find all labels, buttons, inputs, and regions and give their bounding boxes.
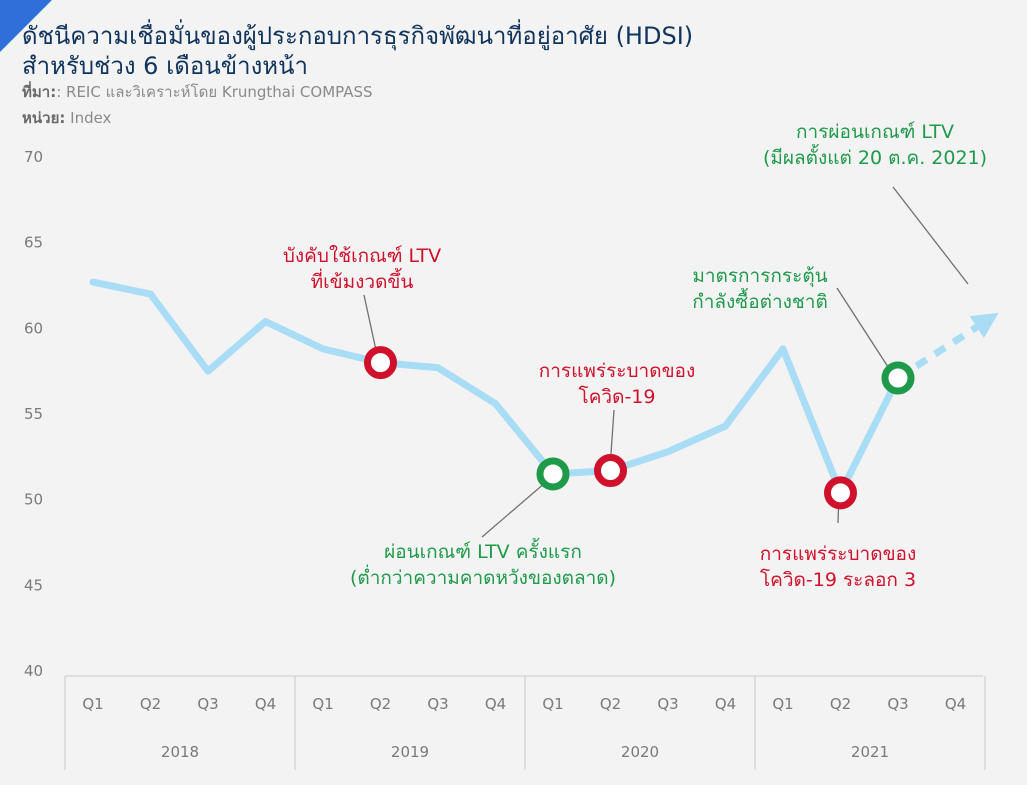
leader-line-5 bbox=[892, 186, 969, 285]
projection-arrowhead bbox=[969, 312, 999, 338]
x-tick-label-12: Q1 bbox=[772, 695, 793, 713]
annotation-3-line-0: การแพร่ระบาดของ bbox=[760, 543, 917, 565]
annotation-2-line-0: ผ่อนเกณฑ์ LTV ครั้งแรก bbox=[384, 538, 582, 563]
x-tick-label-5: Q2 bbox=[370, 695, 391, 713]
x-tick-label-0: Q1 bbox=[82, 695, 103, 713]
x-tick-label-4: Q1 bbox=[312, 695, 333, 713]
x-tick-label-8: Q1 bbox=[542, 695, 563, 713]
event-marker-0 bbox=[364, 346, 397, 380]
annotation-4-line-0: มาตรการกระตุ้น bbox=[692, 265, 827, 288]
annotation-1-line-1: โควิด-19 bbox=[579, 385, 656, 408]
x-tick-label-11: Q4 bbox=[715, 695, 736, 713]
x-tick-label-2: Q3 bbox=[197, 695, 218, 713]
event-marker-1 bbox=[536, 457, 570, 491]
x-tick-label-14: Q3 bbox=[887, 695, 908, 713]
x-tick-label-7: Q4 bbox=[485, 695, 506, 713]
corner-accent bbox=[0, 0, 52, 52]
unit-text: Index bbox=[70, 109, 112, 127]
y-tick-label-6: 40 bbox=[24, 662, 43, 680]
x-tick-label-3: Q4 bbox=[255, 695, 276, 713]
event-marker-3 bbox=[824, 476, 857, 510]
event-marker-2 bbox=[594, 454, 627, 488]
year-label-2: 2020 bbox=[621, 743, 659, 761]
annotation-3-line-1: โควิด-19 ระลอก 3 bbox=[760, 568, 916, 591]
y-tick-label-2: 60 bbox=[24, 319, 43, 337]
y-tick-label-4: 50 bbox=[24, 491, 43, 509]
y-tick-label-1: 65 bbox=[24, 234, 43, 252]
event-marker-4 bbox=[881, 361, 915, 395]
chart-title-line2: สำหรับช่วง 6 เดือนข้างหน้า bbox=[22, 52, 308, 80]
leader-line-4 bbox=[836, 287, 891, 371]
projection-dashed-line bbox=[896, 324, 979, 381]
x-tick-label-6: Q3 bbox=[427, 695, 448, 713]
unit-note: หน่วย: Index bbox=[22, 106, 111, 130]
annotation-0-line-0: บังคับใช้เกณฑ์ LTV bbox=[283, 245, 441, 267]
y-tick-label-3: 55 bbox=[24, 405, 43, 423]
source-note: ที่มา:: REIC และวิเคราะห์โดย Krungthai C… bbox=[22, 80, 373, 104]
unit-label: หน่วย: bbox=[22, 109, 66, 127]
x-tick-label-9: Q2 bbox=[600, 695, 621, 713]
annotation-5-line-1: (มีผลตั้งแต่ 20 ต.ค. 2021) bbox=[763, 144, 987, 169]
year-label-3: 2021 bbox=[851, 743, 889, 761]
y-tick-label-5: 45 bbox=[24, 576, 43, 594]
x-tick-label-10: Q3 bbox=[657, 695, 678, 713]
year-label-1: 2019 bbox=[391, 743, 429, 761]
x-tick-label-13: Q2 bbox=[830, 695, 851, 713]
x-tick-label-1: Q2 bbox=[140, 695, 161, 713]
x-tick-label-15: Q4 bbox=[945, 695, 966, 713]
annotation-2-line-1: (ต่ำกว่าความคาดหวังของตลาด) bbox=[350, 564, 616, 589]
leader-line-2 bbox=[481, 475, 554, 538]
year-label-0: 2018 bbox=[161, 743, 199, 761]
source-label: ที่มา: bbox=[22, 83, 57, 101]
annotation-4-line-1: กำลังซื้อต่างชาติ bbox=[692, 288, 828, 313]
source-text: : REIC และวิเคราะห์โดย Krungthai COMPASS bbox=[56, 83, 373, 101]
chart-title-line1: ดัชนีความเชื่อมั่นของผู้ประกอบการธุรกิจพ… bbox=[22, 22, 694, 50]
annotation-0-line-1: ที่เข้มงวดขึ้น bbox=[311, 268, 414, 293]
annotation-5-line-0: การผ่อนเกณฑ์ LTV bbox=[796, 121, 954, 143]
series-line bbox=[89, 278, 902, 497]
annotation-1-line-0: การแพร่ระบาดของ bbox=[539, 360, 696, 382]
y-tick-label-0: 70 bbox=[24, 148, 43, 166]
